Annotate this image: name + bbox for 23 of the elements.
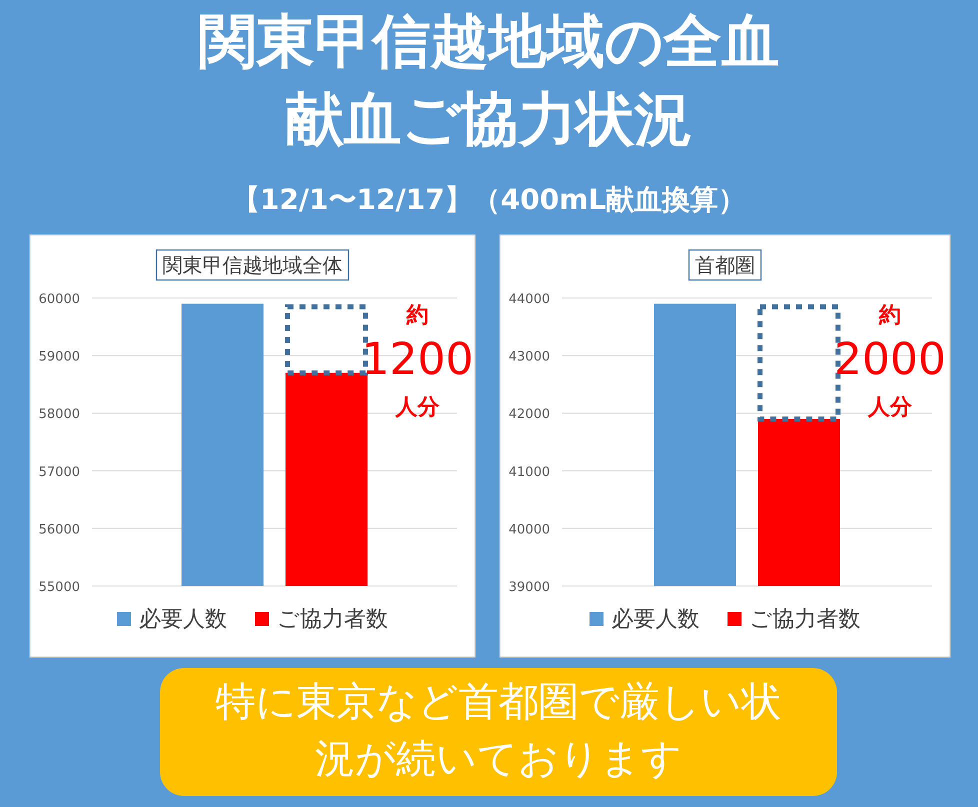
annotation: 約 1200 人分 [362,302,474,420]
legend-label: ご協力者数 [277,607,388,632]
y-tick-label: 39000 [508,580,550,595]
text: 関東甲信越地域の全血献血ご協力状況 [198,6,780,155]
legend-label: 必要人数 [612,607,700,632]
y-tick-label: 40000 [508,522,550,538]
text: 【12/1〜12/17】（400mL献血換算） [230,182,748,218]
chart-title: 関東甲信越地域全体 [162,253,342,277]
y-tick-label: 44000 [508,292,550,307]
legend-label: ご協力者数 [750,607,860,632]
text: 特に東京など首都圏で厳しい状況が続いております [214,678,782,784]
annotation: 約 2000 人分 [834,302,946,420]
y-tick-label: 55000 [38,580,80,595]
legend-label: 必要人数 [139,607,227,632]
y-tick-label: 56000 [38,522,80,538]
y-tick-label: 58000 [38,407,80,422]
y-tick-label: 60000 [38,292,80,307]
y-tick-label: 41000 [508,464,550,480]
y-tick-label: 57000 [38,464,80,480]
y-tick-label: 59000 [38,350,80,365]
y-tick-label: 43000 [508,350,550,365]
y-tick-label: 42000 [508,407,550,422]
chart-title: 首都圏 [695,253,755,277]
